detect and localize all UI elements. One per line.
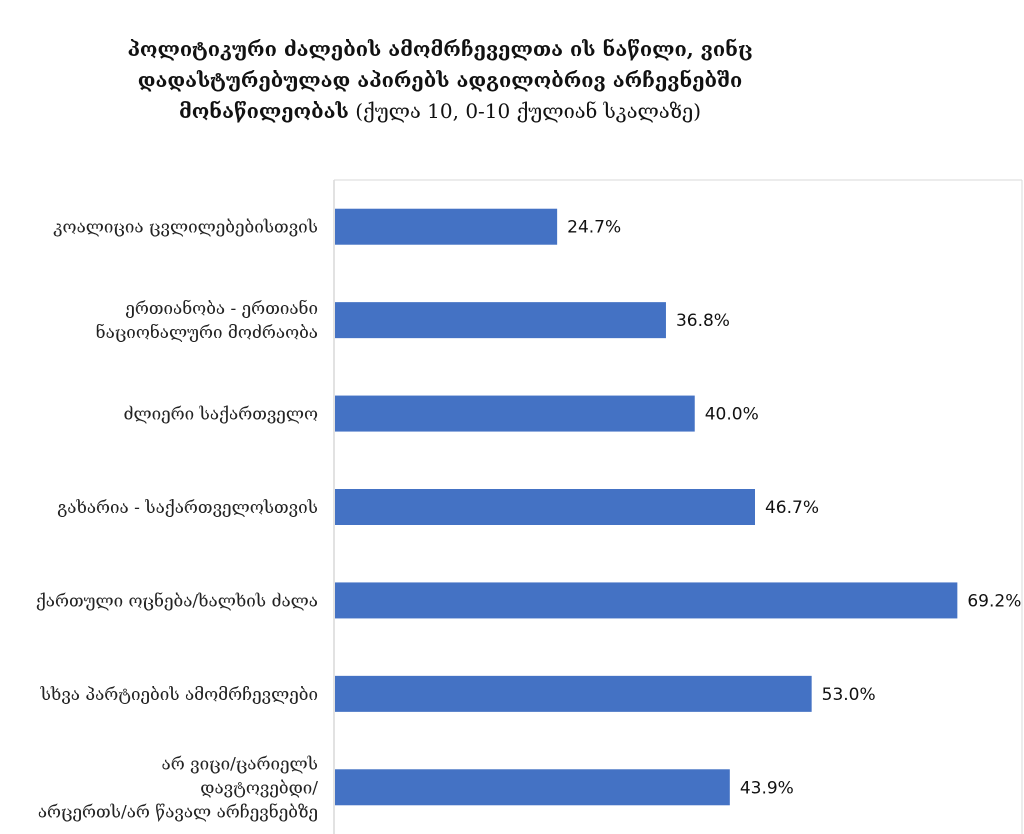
chart-title-line-2: დადასტურებულად აპირებს ადგილობრივ არჩევნ… bbox=[137, 68, 743, 92]
chart-title-line-3-rest: (ქულა 10, 0-10 ქულიან სკალაზე) bbox=[348, 99, 702, 123]
category-label-4: ქართული ოცნება/ხალხის ძალა bbox=[36, 591, 318, 611]
value-label-5: 53.0% bbox=[822, 685, 876, 705]
bar-3 bbox=[335, 489, 755, 525]
category-label-5: სხვა პარტიების ამომრჩევლები bbox=[40, 685, 318, 705]
category-label-0: კოალიცია ცვლილებებისთვის bbox=[53, 218, 318, 238]
value-label-3: 46.7% bbox=[765, 498, 819, 518]
category-label-2: ძლიერი საქართველო bbox=[123, 405, 318, 425]
bar-0 bbox=[335, 208, 558, 245]
bar-6 bbox=[335, 769, 730, 806]
value-label-1: 36.8% bbox=[676, 311, 730, 331]
value-label-0: 24.7% bbox=[567, 218, 621, 238]
value-label-6: 43.9% bbox=[740, 778, 794, 798]
bar-4 bbox=[335, 582, 958, 619]
bar-5 bbox=[335, 675, 812, 712]
category-label-6: არ ვიცი/ცარიელს დავტოვებდი/არცერთს/არ წავ… bbox=[38, 754, 318, 822]
chart-title-line-3-bold: მონაწილეობას bbox=[178, 99, 349, 123]
bar-1 bbox=[335, 302, 666, 339]
bar-2 bbox=[335, 395, 695, 432]
value-label-2: 40.0% bbox=[705, 405, 759, 425]
category-label-1: ერთიანობა - ერთიანი ნაციონალური მოძრაობა bbox=[96, 299, 318, 343]
value-label-4: 69.2% bbox=[967, 591, 1021, 611]
chart-title-line-1: პოლიტიკური ძალების ამომრჩეველთა ის ნაწილ… bbox=[127, 37, 753, 61]
chart-title: პოლიტიკური ძალების ამომრჩეველთა ის ნაწილ… bbox=[40, 34, 840, 127]
category-label-3: გახარია - საქართველოსთვის bbox=[57, 498, 318, 518]
